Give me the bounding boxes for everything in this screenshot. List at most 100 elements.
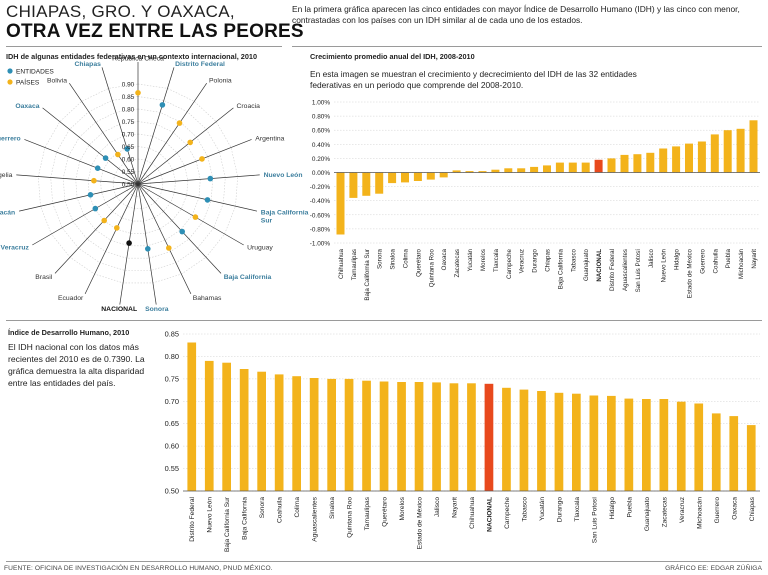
y-tick-label: 0.50 — [165, 487, 179, 496]
bar — [467, 383, 476, 491]
bar — [723, 130, 732, 173]
radar-point — [87, 192, 94, 198]
x-category-label: Sinaloa — [329, 497, 336, 519]
bar — [543, 165, 551, 173]
radar-spoke — [32, 183, 139, 246]
x-category-label: Durango — [532, 248, 539, 272]
bar — [504, 168, 513, 173]
bar — [517, 168, 526, 173]
x-category-label: Baja California Sur — [364, 249, 371, 301]
radar-point — [204, 197, 211, 203]
bar — [375, 172, 384, 194]
bar — [257, 371, 266, 491]
bar — [555, 162, 564, 173]
radar-axis-label: Michoacán — [0, 210, 15, 217]
x-category-label: Jalisco — [434, 497, 441, 517]
radar-axis-label: Chiapas — [74, 61, 101, 68]
radar-point — [192, 214, 199, 220]
x-category-label: Tlaxcala — [493, 248, 500, 272]
x-category-label: Chiapas — [545, 249, 552, 272]
bar — [491, 169, 500, 173]
radar-spoke — [137, 67, 175, 185]
bar — [449, 383, 459, 491]
bar — [478, 171, 487, 173]
radar-axis-label: Oaxaca — [15, 103, 39, 110]
radar-axis-label: Uruguay — [247, 245, 273, 252]
bar — [589, 395, 599, 491]
radar-grid-ring — [112, 158, 164, 209]
x-category-label: Campeche — [504, 497, 511, 529]
x-category-label: Chihuahua — [469, 497, 476, 529]
radar-point — [115, 151, 121, 158]
radar-point — [176, 120, 183, 126]
radar-point — [92, 205, 99, 212]
y-tick-label: -0.60% — [310, 212, 331, 219]
y-tick-label: 0.85 — [165, 330, 179, 339]
radar-grid-ring — [100, 146, 176, 222]
radar-axis-label: Argelia — [0, 172, 13, 179]
y-tick-label: 0.60 — [165, 442, 179, 451]
radar-spoke — [137, 183, 244, 246]
x-category-label: Sonora — [259, 497, 266, 519]
x-category-label: Baja California Sur — [224, 496, 231, 552]
x-category-label: Zacatecas — [454, 249, 461, 278]
x-category-label: Tlaxcala — [574, 497, 581, 522]
bar — [642, 399, 651, 491]
x-category-label: NACIONAL — [596, 249, 603, 282]
y-tick-label: 0.00% — [312, 170, 330, 177]
x-category-label: Chiapas — [749, 496, 756, 521]
radar-axis-label: República Checa — [112, 56, 164, 63]
radar-axis-label: Nuevo León — [264, 172, 303, 179]
radar-point — [124, 146, 130, 152]
x-category-label: Guanajuato — [583, 248, 590, 281]
headline-line-1: CHIAPAS, GRO. Y OAXACA, — [6, 2, 235, 21]
divider — [292, 46, 762, 47]
y-tick-label: 0.55 — [165, 464, 179, 473]
radar-spoke — [101, 67, 139, 185]
legend-swatch-states — [7, 68, 13, 74]
radar-axis-label: Argentina — [255, 136, 284, 143]
bar — [426, 172, 435, 180]
radar-tick-label: 0.80 — [122, 106, 135, 113]
radar-grid-ring — [62, 108, 214, 259]
x-category-label: Distrito Federal — [189, 496, 196, 541]
radar-spoke — [137, 183, 157, 305]
y-tick-label: -0.20% — [310, 184, 331, 191]
radar-spoke — [54, 183, 139, 274]
radar-axis-label: Veracruz — [1, 245, 30, 252]
bar — [292, 376, 301, 491]
radar-point — [126, 240, 132, 246]
x-category-label: Guanajuato — [644, 497, 651, 531]
x-category-label: Campeche — [506, 248, 513, 278]
bar — [349, 172, 358, 198]
radar-axis-label: Guerrero — [0, 136, 21, 143]
bar — [519, 389, 529, 491]
x-category-label: Tamaulipas — [364, 496, 371, 530]
bar — [397, 382, 406, 491]
radar-spoke — [42, 107, 139, 185]
radar-axis-label: Distrito Federal — [175, 61, 225, 68]
bar — [581, 162, 590, 173]
x-category-label: San Luis Potosí — [635, 249, 642, 293]
x-category-label: Durango — [556, 497, 563, 523]
x-category-label: Estado de México — [417, 497, 424, 550]
x-category-label: Baja California — [242, 497, 249, 540]
divider — [6, 320, 762, 321]
bar — [362, 380, 371, 491]
radar-tick-label: 0.90 — [122, 81, 135, 88]
radar-point — [145, 246, 151, 252]
radar-axis-label: Croacia — [237, 103, 261, 110]
radar-point — [101, 217, 107, 224]
x-category-label: Nuevo León — [661, 248, 668, 282]
bar — [607, 395, 616, 491]
radar-axis-label: Baja California — [224, 274, 272, 281]
growth-chart-title: Crecimiento promedio anual del IDH, 2008… — [310, 52, 475, 61]
radar-chart-title: IDH de algunas entidades federativas en … — [6, 52, 258, 61]
divider — [6, 561, 762, 562]
x-category-label: Nuevo León — [207, 497, 214, 533]
bar — [484, 383, 494, 491]
radar-point — [159, 102, 166, 108]
x-category-label: Veracruz — [519, 249, 526, 273]
bar — [336, 172, 345, 235]
x-category-label: Zacatecas — [661, 496, 668, 527]
